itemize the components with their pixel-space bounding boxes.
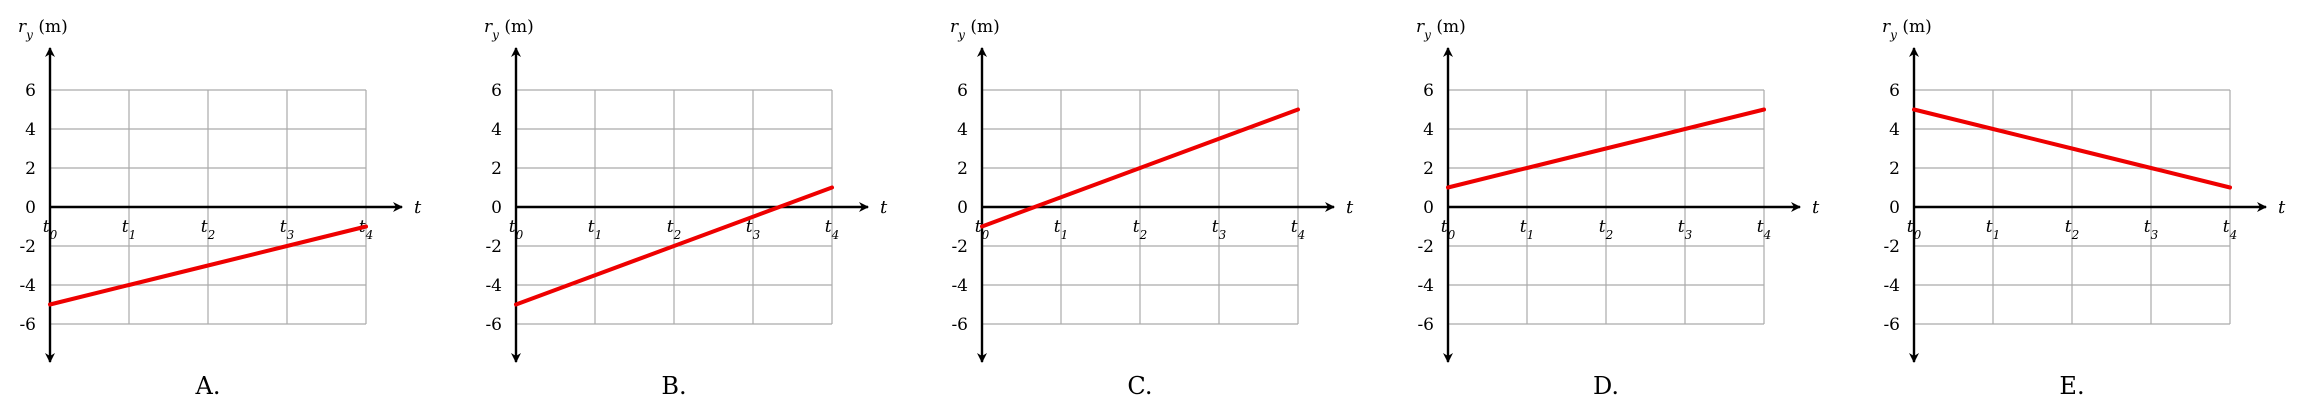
x-tick-label: t3: [2144, 217, 2159, 242]
x-axis-label: t: [414, 197, 422, 218]
choice-label: B.: [661, 372, 686, 400]
y-tick-label: 6: [1423, 81, 1434, 101]
y-tick-label: 0: [1423, 198, 1434, 218]
y-tick-label: -6: [485, 315, 502, 335]
series-line: [980, 107, 1300, 229]
x-tick-label: t3: [1678, 217, 1693, 242]
y-axis-label: ry (m): [1416, 17, 1466, 42]
y-axis-label: ry (m): [18, 17, 68, 42]
y-tick-label: 6: [957, 81, 968, 101]
y-tick-label: -4: [1883, 276, 1900, 296]
x-axis-label: t: [1812, 197, 1820, 218]
x-tick-label: t1: [1986, 217, 2000, 242]
y-tick-label: 2: [491, 159, 502, 179]
y-tick-label: 6: [491, 81, 502, 101]
position-time-graph: 6 4 2 0 -2 -4 -6 t0 t1 t2 t3 t4 ry (m) t B.: [484, 17, 888, 400]
y-tick-label: 4: [1889, 120, 1900, 140]
choice-label: A.: [195, 372, 221, 400]
position-time-graph: 6 4 2 0 -2 -4 -6 t0 t1 t2 t3 t4 ry (m) t D.: [1416, 17, 1820, 400]
y-tick-label: 2: [957, 159, 968, 179]
y-tick-label: -2: [1883, 237, 1900, 257]
x-tick-label: t2: [201, 217, 215, 242]
y-axis-label: ry (m): [950, 17, 1000, 42]
y-tick-label: -2: [951, 237, 968, 257]
chart-panel: 6 4 2 0 -2 -4 -6 t0 t1 t2 t3 t4 ry (m) t E.: [1864, 0, 2297, 412]
y-tick-label: -4: [1417, 276, 1434, 296]
y-tick-label: 6: [25, 81, 36, 101]
x-tick-label: t4: [1757, 217, 1771, 242]
y-tick-label: 4: [491, 120, 502, 140]
x-tick-label: t0: [509, 217, 524, 242]
y-tick-label: -2: [19, 237, 36, 257]
y-tick-label: 2: [1423, 159, 1434, 179]
y-tick-label: -6: [1883, 315, 1900, 335]
y-tick-label: -6: [1417, 315, 1434, 335]
series-line: [1912, 107, 2232, 190]
y-tick-label: -4: [485, 276, 502, 296]
x-tick-label: t1: [1054, 217, 1068, 242]
y-tick-label: 0: [1889, 198, 1900, 218]
x-tick-label: t2: [1599, 217, 1613, 242]
series-line: [1446, 107, 1766, 190]
y-tick-label: -2: [485, 237, 502, 257]
y-tick-label: 2: [25, 159, 36, 179]
y-tick-label: -6: [951, 315, 968, 335]
y-tick-label: 4: [25, 120, 36, 140]
x-tick-label: t0: [1441, 217, 1456, 242]
choice-label: D.: [1593, 372, 1619, 400]
series-line: [514, 185, 834, 307]
x-tick-label: t2: [667, 217, 681, 242]
x-tick-label: t0: [1907, 217, 1922, 242]
x-tick-label: t0: [43, 217, 58, 242]
x-tick-label: t3: [746, 217, 761, 242]
x-tick-label: t1: [588, 217, 602, 242]
x-axis-label: t: [1346, 197, 1354, 218]
position-time-graph: 6 4 2 0 -2 -4 -6 t0 t1 t2 t3 t4 ry (m) t E.: [1882, 17, 2286, 400]
x-tick-label: t1: [122, 217, 136, 242]
y-tick-label: -2: [1417, 237, 1434, 257]
choice-label: C.: [1127, 372, 1152, 400]
y-axis-label: ry (m): [1882, 17, 1932, 42]
x-axis-label: t: [880, 197, 888, 218]
y-tick-label: 4: [1423, 120, 1434, 140]
x-tick-label: t3: [1212, 217, 1227, 242]
y-axis-label: ry (m): [484, 17, 534, 42]
x-tick-label: t4: [1291, 217, 1305, 242]
x-tick-label: t2: [2065, 217, 2079, 242]
x-tick-label: t0: [975, 217, 990, 242]
x-tick-label: t4: [825, 217, 839, 242]
y-tick-label: -6: [19, 315, 36, 335]
choice-label: E.: [2059, 372, 2084, 400]
y-tick-label: 4: [957, 120, 968, 140]
chart-panel: 6 4 2 0 -2 -4 -6 t0 t1 t2 t3 t4 ry (m) t A.: [0, 0, 440, 412]
y-tick-label: -4: [951, 276, 968, 296]
y-tick-label: 6: [1889, 81, 1900, 101]
position-time-graph: 6 4 2 0 -2 -4 -6 t0 t1 t2 t3 t4 ry (m) t C.: [950, 17, 1354, 400]
chart-panel: 6 4 2 0 -2 -4 -6 t0 t1 t2 t3 t4 ry (m) t B.: [466, 0, 906, 412]
y-tick-label: 0: [957, 198, 968, 218]
x-tick-label: t3: [280, 217, 295, 242]
y-tick-label: -4: [19, 276, 36, 296]
x-tick-label: t2: [1133, 217, 1147, 242]
y-tick-label: 0: [25, 198, 36, 218]
y-tick-label: 2: [1889, 159, 1900, 179]
grid: [516, 89, 833, 325]
series-line: [48, 224, 368, 307]
chart-panel: 6 4 2 0 -2 -4 -6 t0 t1 t2 t3 t4 ry (m) t C.: [932, 0, 1372, 412]
x-tick-label: t1: [1520, 217, 1534, 242]
x-tick-label: t4: [2223, 217, 2237, 242]
y-tick-label: 0: [491, 198, 502, 218]
x-axis-label: t: [2278, 197, 2286, 218]
chart-panel: 6 4 2 0 -2 -4 -6 t0 t1 t2 t3 t4 ry (m) t D.: [1398, 0, 1838, 412]
